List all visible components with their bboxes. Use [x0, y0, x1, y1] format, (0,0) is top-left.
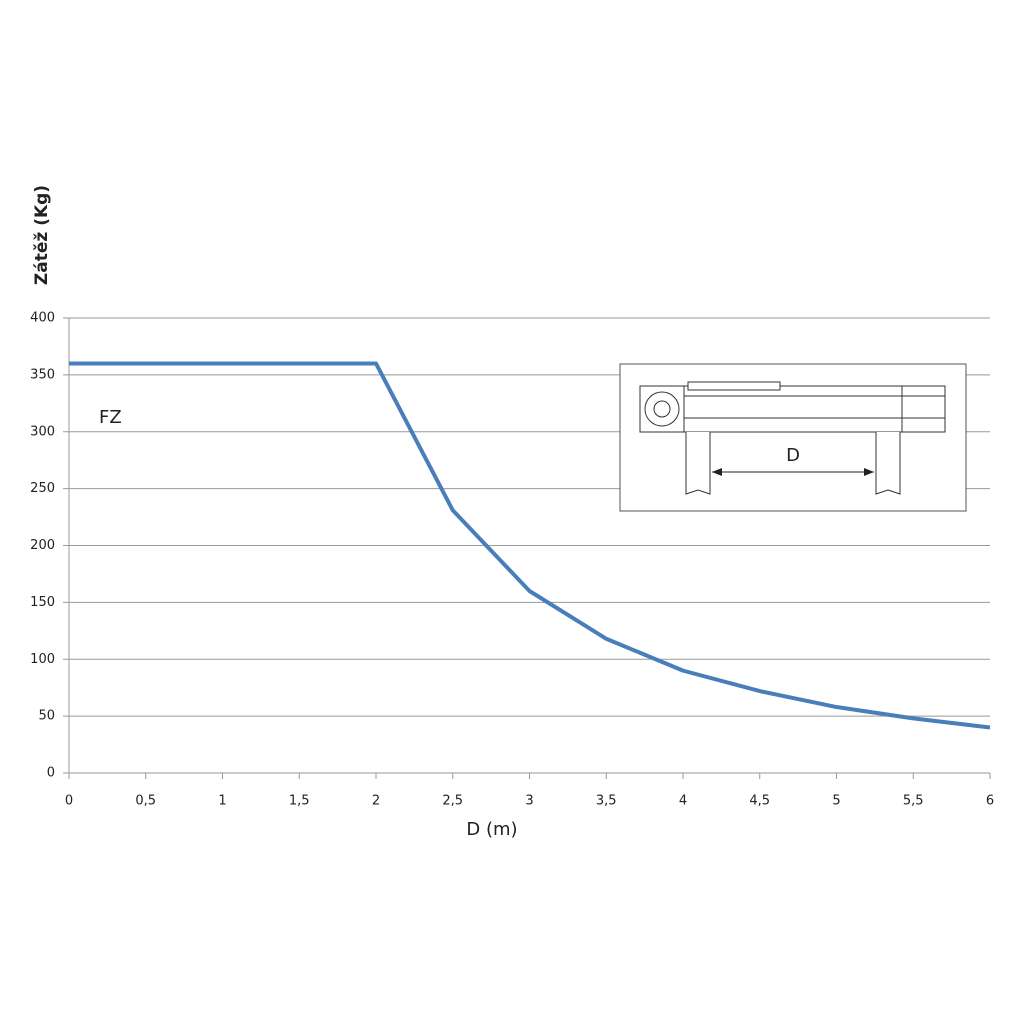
y-tick-label: 350 — [30, 367, 55, 382]
x-tick-label: 4,5 — [749, 794, 770, 809]
x-tick-label: 1,5 — [289, 794, 310, 809]
rail — [639, 385, 946, 433]
x-tick-label: 3,5 — [596, 794, 617, 809]
x-tick-label: 2,5 — [442, 794, 463, 809]
x-tick-label: 5,5 — [903, 794, 924, 809]
x-tick-label: 5 — [832, 794, 840, 809]
inset: D — [619, 363, 967, 512]
y-tick-label: 200 — [30, 538, 55, 553]
y-tick-label: 150 — [30, 595, 55, 610]
x-tick-label: 0 — [65, 794, 73, 809]
y-axis-label: Zátěž (Kg) — [32, 185, 52, 285]
y-tick-label: 400 — [30, 311, 55, 326]
y-tick-label: 100 — [30, 652, 55, 667]
x-tick-label: 6 — [986, 794, 994, 809]
support-leg — [685, 432, 711, 495]
y-tick-label: 0 — [47, 766, 55, 781]
data-line — [69, 361, 991, 730]
y-tick-label: 300 — [30, 424, 55, 439]
carriage — [687, 381, 781, 391]
x-tick-label: 2 — [372, 794, 380, 809]
support-leg — [875, 432, 901, 495]
inset-label: D — [786, 445, 800, 466]
x-tick-label: 4 — [679, 794, 687, 809]
y-tick-label: 50 — [38, 709, 55, 724]
x-tick-label: 1 — [218, 794, 226, 809]
y-tick-label: 250 — [30, 481, 55, 496]
x-axis-label: D (m) — [466, 819, 517, 840]
x-tick-label: 3 — [525, 794, 533, 809]
annotation: FZ — [99, 407, 122, 428]
x-tick-label: 0,5 — [135, 794, 156, 809]
pulley-hub — [653, 400, 671, 418]
